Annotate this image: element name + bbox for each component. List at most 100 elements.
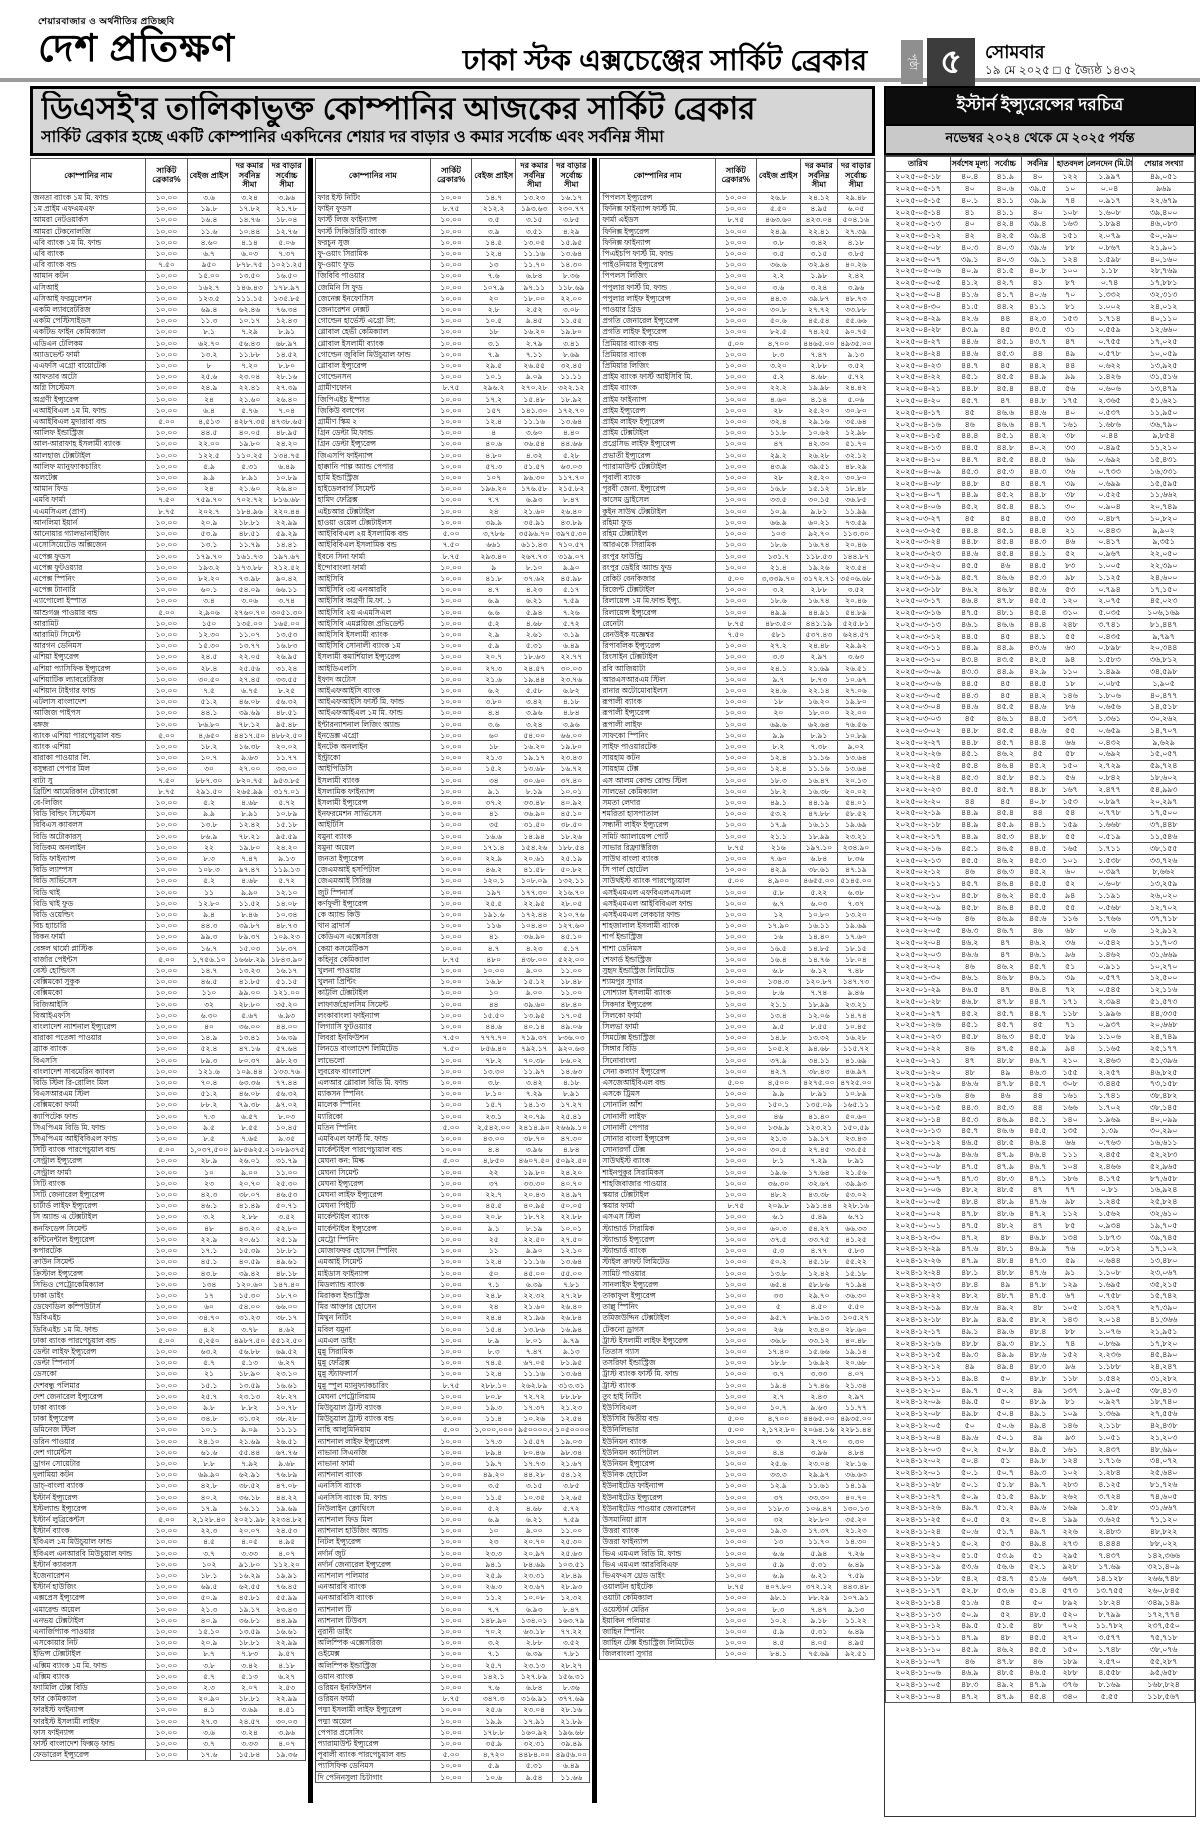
lower-limit: ২১.৬০ xyxy=(515,505,554,518)
company-name: কেডিএস এক্সেসরিজ xyxy=(314,930,432,944)
table-row: ফিনিক্স ইন্স্যুরেন্স ১০.০০ ২৪.৯ ২২.৪১ ২৭.৩৯ xyxy=(599,225,875,238)
company-name: পদ্মা ইসলামী লাইফ ইন্স্যুরেন্স xyxy=(314,1703,432,1717)
low: ৪৪.৯ xyxy=(1020,370,1055,384)
panel-row: ২০২৫-০৩-২০ ৪৫.৫ ৪৬ ৪৪.৫ ৮৩ ১.০০৫ ২২,৩৯০ xyxy=(885,559,1195,573)
upper-limit: ৫৩.০২ xyxy=(836,1188,875,1201)
upper-limit: ৫.৫০ xyxy=(836,1300,875,1313)
lower-limit: ৩.৬০ xyxy=(515,426,554,439)
base-price: ৫.৭ xyxy=(186,1356,232,1369)
high: ৪৪.৯ xyxy=(988,641,1022,655)
base-price: ১৭৮.৮ xyxy=(471,1726,517,1739)
base-price: ৬৬.৯ xyxy=(755,516,801,529)
last-price: ৪৭.৯ xyxy=(949,1254,990,1268)
circuit-percent: ৮.৭৫ xyxy=(714,1580,757,1593)
col-header-min: দর কমার সর্বনিম্ন সীমা xyxy=(799,158,838,193)
company-name: হামি ইন্ডাস্ট্রিজ xyxy=(314,471,432,484)
base-price: ২১.৩ xyxy=(186,1603,232,1616)
upper-limit: ১৪৭.৭৩ xyxy=(836,975,875,988)
date: ২০২৫-০২-০৬ xyxy=(885,912,951,926)
low: ৪৪.২ xyxy=(1020,359,1055,372)
trades: ১৫৯ xyxy=(1053,818,1087,832)
trades: ৯২৮ xyxy=(1053,1560,1087,1574)
base-price: ১০ xyxy=(471,1524,517,1537)
base-price: ৩৪ xyxy=(471,774,517,787)
lower-limit: ১১.৭০ xyxy=(515,258,554,271)
upper-limit: ২.৯৭ xyxy=(836,1390,875,1403)
panel-row: ২০২৫-০১-০৫ ৪৮.৪ ৪৮.৯ ৪৭.৬ ৯৮ ১.২৪৫ ২৫,৮২৪ xyxy=(885,1195,1195,1209)
lower-limit: ৩.৪২ xyxy=(799,236,838,249)
upper-limit: ৪.৮৪ xyxy=(552,706,591,720)
circuit-percent: ১০.০০ xyxy=(430,258,473,271)
lower-limit: ৪৬৫৫.০০ xyxy=(799,874,838,888)
table-row: মিউচুয়াল ট্রাস্ট ব্যাংক বন্ড ১০.০০ ১১.৪ ১০… xyxy=(314,1412,591,1425)
col-header-circuit: সার্কিট ব্রেকার% xyxy=(145,158,188,193)
main-subtitle: সার্কিট ব্রেকার হচ্ছে একটি কোম্পানির একদ… xyxy=(41,129,664,146)
trades: ৪৯ xyxy=(1053,347,1087,361)
circuit-percent: ১০.০০ xyxy=(430,628,473,641)
base-price: ২৩ xyxy=(471,1535,517,1549)
last-price: ৪৮.৪ xyxy=(949,1195,990,1209)
base-price: ৩.২ xyxy=(471,1636,517,1649)
base-price: ৮৫৬.৪০ xyxy=(471,1042,517,1056)
base-price: ৩৭ xyxy=(471,1177,517,1190)
company-name: বার্জার পেইন্টস xyxy=(30,953,147,966)
base-price: ৮২.২০ xyxy=(186,572,232,585)
company-name: মেট্রো স্পিনিং xyxy=(314,1233,432,1246)
circuit-percent: ১০.০০ xyxy=(714,863,757,876)
company-name: ক্রাউন সিমেন্ট xyxy=(30,1255,147,1269)
low: ৪৬.৫ xyxy=(1020,1666,1055,1680)
base-price: ৯.৭ xyxy=(755,673,801,686)
panel-row: ২০২৫-০২-০২ ৪৬ ৪৬.২ ৪৫.৭ ৫১ ০.৯১১ ১০,২৭০ xyxy=(885,959,1195,973)
high: ৫৬.৬ xyxy=(988,1560,1022,1574)
lower-limit: ২৩.১৩ xyxy=(515,1659,554,1672)
high: ৪৫.৩ xyxy=(988,465,1022,478)
table-row: আইটিসি ১০.০০ ৩৫ ৩১.৫০ ৩৮.৫০ xyxy=(314,818,591,832)
base-price: ১৯.৭ xyxy=(471,1457,517,1470)
company-name: ইসলামী ব্যাংক xyxy=(314,774,432,787)
base-price: ৮২.৫ xyxy=(755,325,801,339)
lower-limit: ৪৭.৮৮ xyxy=(799,807,838,820)
table-row: নিউলাইন ক্লোথিংস ১০.০০ ৫.২ ৪.৬৮ ৫.৭২ xyxy=(314,1502,591,1515)
table-row: ইনটেক অনলাইন ১০.০০ ১৮ ১৬.২০ ১৯.৮০ xyxy=(314,740,591,753)
high: ৪৯.৯ xyxy=(988,1348,1022,1362)
base-price: ৫.৯ xyxy=(471,639,517,652)
base-price: ৪০.৬ xyxy=(471,437,517,451)
base-price: ১৯.৩ xyxy=(471,1401,517,1414)
table-row: ইন্ট্রাকো ১০.০০ ২১.৩ ১৯.১৭ ২৩.৪৩ xyxy=(314,751,591,764)
lower-limit: ৭.৪৭ xyxy=(515,1345,554,1358)
circuit-percent: ১০.০০ xyxy=(430,269,473,283)
lower-limit: ৪.০৫ xyxy=(799,1636,838,1649)
table-row: বেক্সিমকো ফার্মা ১০.০০ ৮৮.২ ৭৯.৩৮ ৯৭.০২ xyxy=(30,1098,306,1112)
table-row: সি অ্যান্ড এ টেক্সটাইল ১০.০০ ৩.২ ২.৮৮ ৩.৫২ xyxy=(30,1210,306,1224)
col-header-base: বেইজ প্রাইস xyxy=(471,158,517,193)
table-row: সোনালী লাইফ ১০.০০ ৪৬ ৪১.৪০ ৫০.৬০ xyxy=(599,1110,875,1123)
upper-limit: ১২.১০ xyxy=(552,1244,591,1257)
lower-limit: ২৩.০৪ xyxy=(230,370,269,383)
high: ৪৫.৭ xyxy=(988,1018,1022,1032)
date: ২০২৫-০৩-০৪ xyxy=(885,700,951,714)
table-row: প্রাইম ব্যাংক ১০.০০ ২২.২ ১৯.৯৮ ২৪.৪২ xyxy=(599,381,875,395)
lower-limit: ১৭.৩৭ xyxy=(515,1401,554,1414)
circuit-percent: ১০.০০ xyxy=(430,796,473,809)
base-price: ৫৩.৯ xyxy=(186,527,232,540)
upper-limit: ১৮.৪৮ xyxy=(552,975,591,988)
upper-limit: ১৮.৭০ xyxy=(267,1289,306,1302)
upper-limit: ৮৩৬.০৩ xyxy=(552,1031,591,1044)
table-row: রানার অটোমোবাইলস ১০.০০ ২৪.৬ ২২.১৪ ২৭.০৬ xyxy=(599,684,875,697)
high: ৫০.৭ xyxy=(988,1466,1022,1480)
lower-limit: ৩৩.৪৮ xyxy=(515,796,554,809)
circuit-percent: ১০.০০ xyxy=(714,1558,757,1571)
trades: ৮৬ xyxy=(1053,700,1087,714)
base-price: ৪৪.৩ xyxy=(186,919,232,932)
share-count: ৩৮,৪১৩ xyxy=(1132,1384,1195,1397)
last-price: ৪৩.৪ xyxy=(949,653,990,667)
table-row: লাফার্জহোলসিম সিমেন্ট ১০.০০ ৪৪ ৩৯.৬০ ৪৮.৪০ xyxy=(314,998,591,1011)
trades: ৯৮ xyxy=(1053,1195,1087,1209)
company-name: এসকোয়ার নিট xyxy=(30,1636,147,1649)
lower-limit: ২৯.৭০ xyxy=(799,1289,838,1302)
circuit-percent: ১০.০০ xyxy=(145,482,188,495)
lower-limit: ১৩.৯৫ xyxy=(515,1009,554,1022)
base-price: ৩৭.৫ xyxy=(755,1233,801,1246)
turnover: ০.৬০৬ xyxy=(1085,382,1134,396)
panel-row: ২০২৪-১১-২৫ ৫০.৫ ৫২ ৫০.৪ ১৯৯ ৩.৬২৫ ৭১,১২০ xyxy=(885,1513,1195,1527)
